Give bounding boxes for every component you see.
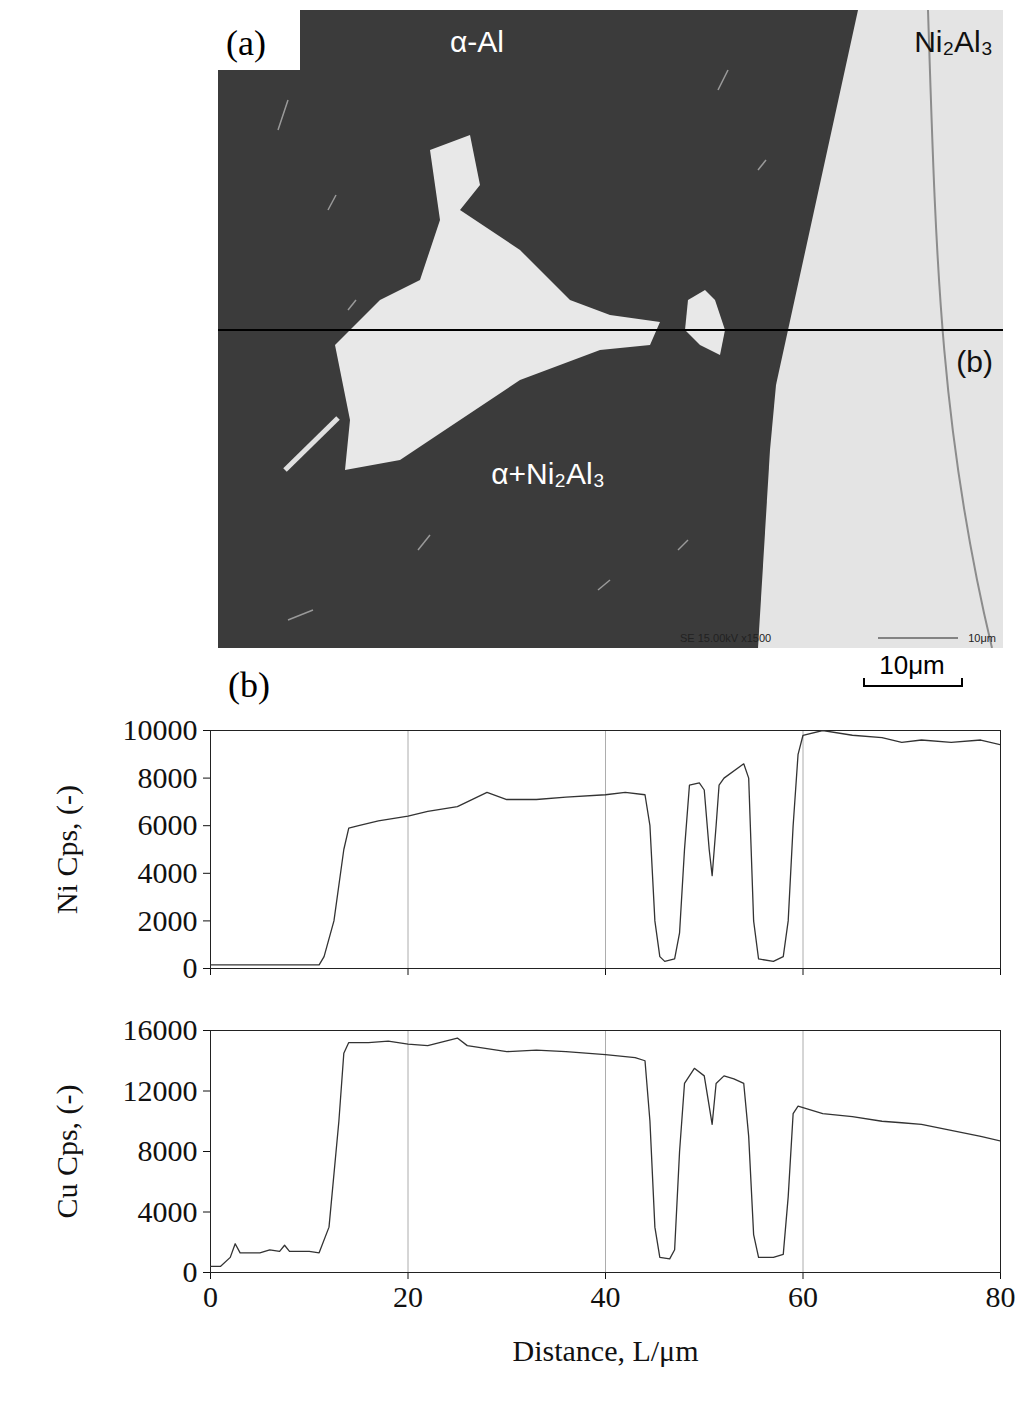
svg-text:α-Al: α-Al xyxy=(450,25,504,58)
svg-text:0: 0 xyxy=(183,1255,198,1288)
svg-text:Distance, L/μm: Distance, L/μm xyxy=(512,1334,698,1367)
svg-text:10μm: 10μm xyxy=(968,632,996,644)
svg-text:10μm: 10μm xyxy=(879,650,945,680)
svg-text:6000: 6000 xyxy=(138,808,198,841)
html-text:(b): (b) xyxy=(228,665,270,705)
svg-text:0: 0 xyxy=(203,1280,218,1313)
svg-text:Cu Cps, (-): Cu Cps, (-) xyxy=(50,1084,84,1218)
svg-text:8000: 8000 xyxy=(138,761,198,794)
svg-text:80: 80 xyxy=(986,1280,1016,1313)
svg-text:(a): (a) xyxy=(226,23,266,63)
svg-text:60: 60 xyxy=(788,1280,818,1313)
svg-text:0: 0 xyxy=(183,951,198,984)
svg-text:10000: 10000 xyxy=(123,713,198,746)
svg-text:SE 15.00kV x1500: SE 15.00kV x1500 xyxy=(680,632,771,644)
svg-text:Ni₂Al₃: Ni₂Al₃ xyxy=(914,25,993,58)
svg-text:Ni Cps, (-): Ni Cps, (-) xyxy=(50,785,84,914)
svg-text:16000: 16000 xyxy=(123,1013,198,1046)
svg-text:40: 40 xyxy=(591,1280,621,1313)
svg-text:2000: 2000 xyxy=(138,904,198,937)
svg-text:8000: 8000 xyxy=(138,1134,198,1167)
svg-text:20: 20 xyxy=(393,1280,423,1313)
svg-text:(b): (b) xyxy=(956,345,993,378)
svg-text:α+Ni₂Al₃: α+Ni₂Al₃ xyxy=(491,457,605,490)
svg-text:12000: 12000 xyxy=(123,1074,198,1107)
svg-text:4000: 4000 xyxy=(138,1195,198,1228)
svg-text:4000: 4000 xyxy=(138,856,198,889)
